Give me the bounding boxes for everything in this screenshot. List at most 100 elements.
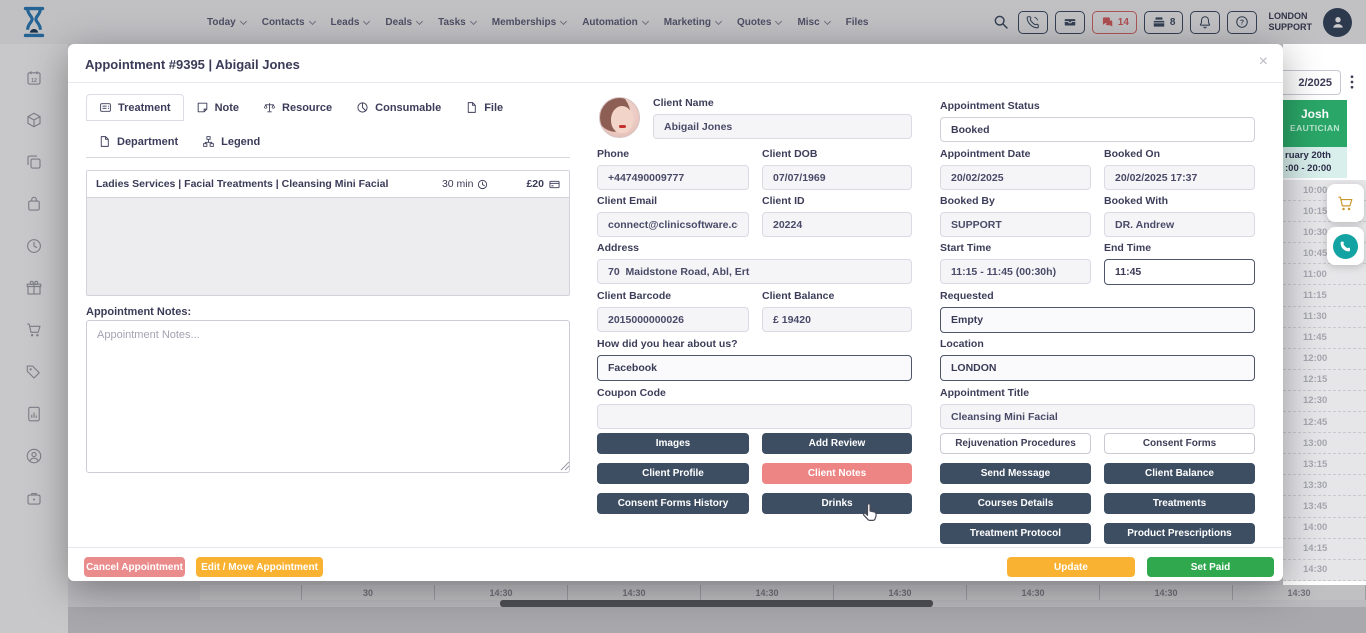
images-button[interactable]: Images (597, 433, 749, 454)
send-message-button[interactable]: Send Message (940, 463, 1091, 484)
day-header: ruary 20th :00 - 20:00 (1283, 147, 1347, 178)
time-slot[interactable]: 14:15 (1283, 538, 1366, 560)
courses-details-button[interactable]: Courses Details (940, 493, 1091, 514)
treatment-row[interactable]: Ladies Services | Facial Treatments | Cl… (87, 171, 569, 198)
tab-consumable[interactable]: Consumable (344, 94, 453, 121)
booked-on-input[interactable] (1104, 165, 1255, 190)
location-select[interactable]: LONDON (940, 355, 1255, 381)
nav-item-memberships[interactable]: Memberships (492, 17, 568, 28)
start-time-input[interactable] (940, 259, 1091, 284)
calendar-date-input[interactable]: 2/2025 (1283, 70, 1341, 95)
user-avatar[interactable] (1323, 7, 1352, 37)
booked-with-field: Booked With (1104, 195, 1255, 237)
inbox-button[interactable] (1054, 10, 1085, 34)
tab-department[interactable]: Department (86, 129, 190, 154)
time-slot[interactable]: 11:00 (1283, 264, 1366, 286)
time-slot[interactable]: 13:15 (1283, 454, 1366, 476)
nav-item-leads[interactable]: Leads (331, 17, 371, 28)
client-email-input[interactable] (597, 212, 749, 237)
notifications-button[interactable] (1190, 10, 1221, 34)
tab-legend[interactable]: Legend (190, 129, 280, 154)
edit-move-appointment-button[interactable]: Edit / Move Appointment (196, 557, 323, 577)
phone-input[interactable] (597, 165, 749, 190)
time-slot[interactable]: 14:30 (1283, 559, 1366, 581)
address-input[interactable] (597, 259, 912, 284)
client-balance-button[interactable]: Client Balance (1104, 463, 1255, 484)
coupon-input[interactable] (597, 404, 912, 429)
timeline-cell: 14:30 (435, 585, 568, 600)
treatment-duration: 30 min (442, 178, 489, 190)
help-button[interactable] (1227, 10, 1258, 34)
bottom-gutter (68, 607, 1366, 633)
tab-note[interactable]: Note (184, 94, 251, 121)
product-prescriptions-button[interactable]: Product Prescriptions (1104, 523, 1255, 544)
time-slot[interactable]: 11:45 (1283, 327, 1366, 349)
appointment-status-input[interactable] (940, 117, 1255, 142)
hear-about-select[interactable]: Facebook (597, 355, 912, 381)
requested-select[interactable]: Empty (940, 307, 1255, 333)
time-slot[interactable]: 13:45 (1283, 496, 1366, 518)
booked-by-input[interactable] (940, 212, 1091, 237)
tab-resource[interactable]: Resource (251, 94, 344, 121)
client-notes-button[interactable]: Client Notes (762, 463, 912, 484)
appointment-date-input[interactable] (940, 165, 1091, 190)
time-slot[interactable]: 11:30 (1283, 306, 1366, 328)
nav-item-marketing[interactable]: Marketing (664, 17, 723, 28)
nav-item-label: Contacts (261, 16, 305, 28)
nav-item-misc[interactable]: Misc (797, 17, 831, 28)
nav-item-contacts[interactable]: Contacts (261, 16, 316, 28)
end-time-input[interactable] (1104, 259, 1255, 285)
client-photo[interactable] (599, 97, 640, 138)
time-slot[interactable]: 12:00 (1283, 348, 1366, 370)
appointment-notes-input[interactable] (86, 320, 570, 473)
consent-forms-history-button[interactable]: Consent Forms History (597, 493, 749, 514)
client-name-input[interactable] (653, 114, 912, 139)
register-button[interactable]: 8 (1143, 10, 1184, 34)
nav-item-files[interactable]: Files (846, 17, 869, 28)
tab-treatment[interactable]: Treatment (86, 94, 184, 121)
nav-item-quotes[interactable]: Quotes (737, 17, 783, 28)
time-slot[interactable]: 13:30 (1283, 475, 1366, 497)
appointment-title-input[interactable] (940, 404, 1255, 429)
client-id-input[interactable] (762, 212, 912, 237)
tab-label: Resource (282, 101, 333, 114)
tab-file[interactable]: File (453, 94, 515, 121)
update-button[interactable]: Update (1007, 557, 1135, 577)
drinks-button[interactable]: Drinks (762, 493, 912, 514)
nav-item-automation[interactable]: Automation (582, 17, 649, 28)
client-dob-input[interactable] (762, 165, 912, 190)
close-icon[interactable]: × (1258, 53, 1268, 70)
consent-forms-button[interactable]: Consent Forms (1104, 433, 1255, 454)
add-review-button[interactable]: Add Review (762, 433, 912, 454)
client-profile-button[interactable]: Client Profile (597, 463, 749, 484)
cancel-appointment-button[interactable]: Cancel Appointment (84, 557, 185, 577)
tab-label: Department (117, 135, 179, 148)
messages-button[interactable]: 14 (1091, 10, 1137, 34)
set-paid-button[interactable]: Set Paid (1147, 557, 1274, 577)
rejuvenation-procedures-button[interactable]: Rejuvenation Procedures (940, 433, 1091, 454)
staff-column-header[interactable]: Josh EAUTICIAN (1283, 100, 1347, 147)
time-slot[interactable]: 13:00 (1283, 433, 1366, 455)
treatments-button[interactable]: Treatments (1104, 493, 1255, 514)
time-slot[interactable]: 12:45 (1283, 412, 1366, 434)
left-sidebar (0, 44, 68, 633)
tab-label: Treatment (118, 101, 171, 114)
time-slot[interactable]: 11:15 (1283, 285, 1366, 307)
time-slot[interactable]: 14:00 (1283, 517, 1366, 539)
client-balance-input[interactable] (762, 307, 912, 332)
time-slot[interactable]: 12:30 (1283, 390, 1366, 413)
timeline-cell: 14:30 (1100, 585, 1233, 600)
client-barcode-input[interactable] (597, 307, 749, 332)
booked-with-input[interactable] (1104, 212, 1255, 237)
horizontal-scrollbar[interactable] (500, 600, 933, 607)
nav-item-today[interactable]: Today (207, 17, 247, 28)
treatment-protocol-button[interactable]: Treatment Protocol (940, 523, 1091, 544)
kebab-menu-icon[interactable] (1343, 72, 1361, 92)
time-slot[interactable]: 12:15 (1283, 369, 1366, 391)
quick-sale-button[interactable] (1327, 184, 1364, 222)
phone-button[interactable] (1017, 10, 1048, 34)
nav-item-tasks[interactable]: Tasks (438, 17, 477, 28)
quick-call-button[interactable] (1327, 227, 1364, 265)
end-time-label: End Time (1104, 242, 1152, 254)
nav-item-deals[interactable]: Deals (385, 17, 424, 28)
